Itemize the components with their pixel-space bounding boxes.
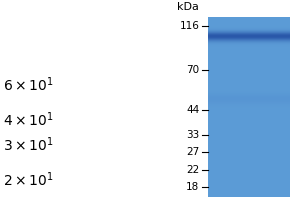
Text: 18: 18 — [186, 182, 199, 192]
Text: 22: 22 — [186, 165, 199, 175]
Text: 33: 33 — [186, 130, 199, 140]
Text: 27: 27 — [186, 147, 199, 157]
Text: 70: 70 — [186, 65, 199, 75]
Text: 44: 44 — [186, 105, 199, 115]
Text: kDa: kDa — [177, 2, 199, 12]
Text: 116: 116 — [179, 21, 199, 31]
